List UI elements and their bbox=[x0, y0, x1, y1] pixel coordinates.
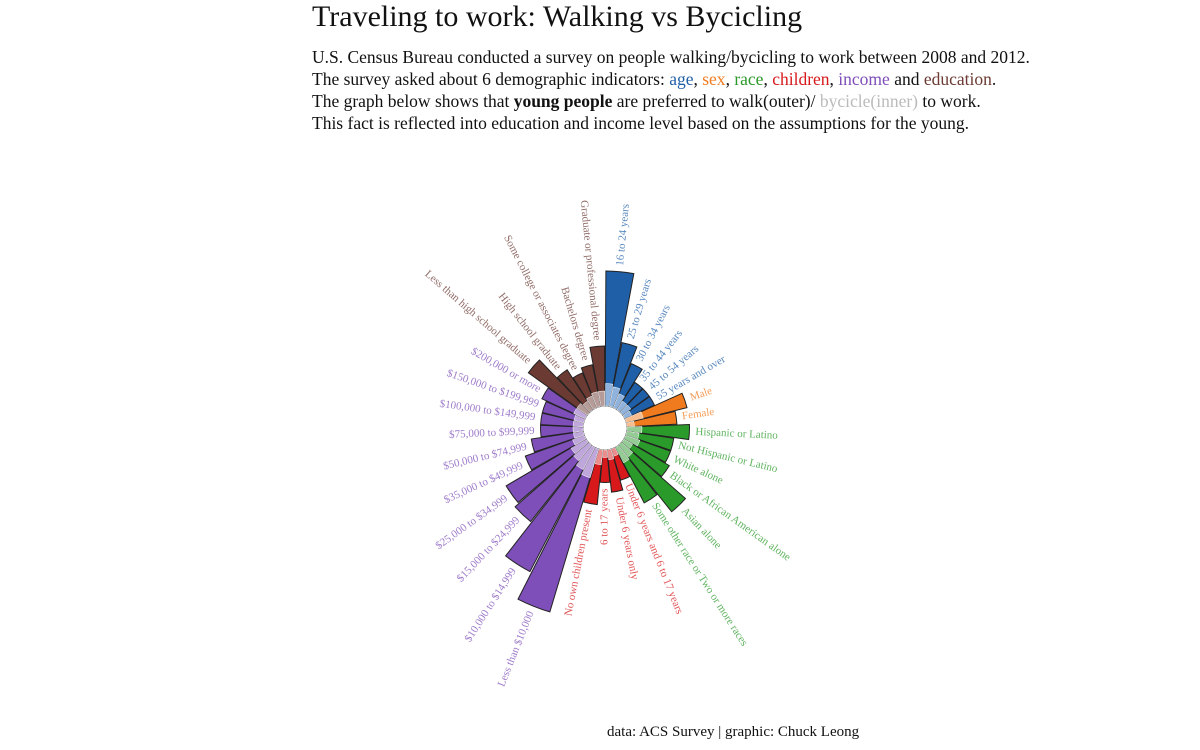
caption: data: ACS Survey | graphic: Chuck Leong bbox=[607, 724, 860, 740]
subtitle-line: This fact is reflected into education an… bbox=[312, 113, 970, 133]
bike-bar bbox=[597, 390, 606, 407]
group-word: education bbox=[923, 69, 992, 89]
text: and bbox=[889, 69, 924, 89]
text: , bbox=[763, 69, 773, 89]
category-label: 16 to 24 years bbox=[614, 203, 632, 266]
text: , bbox=[693, 69, 703, 89]
category-label: Less than $10,000 bbox=[496, 609, 537, 689]
text: The survey asked about 6 demographic ind… bbox=[312, 69, 670, 89]
bike-bar bbox=[604, 383, 614, 407]
emphasis: young people bbox=[513, 91, 613, 111]
category-label: Male bbox=[688, 385, 713, 404]
bike-bar bbox=[575, 445, 596, 470]
subtitle-line: The survey asked about 6 demographic ind… bbox=[312, 68, 1030, 90]
text: are preferred to walk(outer)/ bbox=[612, 91, 820, 111]
group-word: children bbox=[772, 69, 830, 89]
category-label: Graduate or professional degree bbox=[578, 200, 603, 341]
text: to work. bbox=[918, 91, 981, 111]
group-word: age bbox=[669, 69, 694, 89]
text: . bbox=[991, 69, 997, 89]
chart-title: Traveling to work: Walking vs Bycicling bbox=[312, 0, 803, 33]
text: , bbox=[725, 69, 735, 89]
category-label: Hispanic or Latino bbox=[695, 426, 778, 442]
category-label: $75,000 to $99,999 bbox=[449, 425, 536, 441]
group-word: income bbox=[838, 69, 890, 89]
category-label: Female bbox=[681, 406, 715, 423]
group-word: sex bbox=[702, 69, 726, 89]
subtitle: U.S. Census Bureau conducted a survey on… bbox=[312, 46, 1030, 134]
bike-bar bbox=[581, 447, 599, 479]
category-label: 6 to 17 years bbox=[599, 489, 611, 546]
text: bycicle(inner) bbox=[819, 91, 919, 111]
category-label: $10,000 to $14,999 bbox=[462, 565, 519, 644]
group-word: race bbox=[734, 69, 764, 89]
subtitle-line: U.S. Census Bureau conducted a survey on… bbox=[312, 47, 1030, 67]
text: The graph below shows that bbox=[312, 91, 514, 111]
subtitle-line: The graph below shows that young people … bbox=[312, 90, 1030, 112]
text: , bbox=[829, 69, 839, 89]
